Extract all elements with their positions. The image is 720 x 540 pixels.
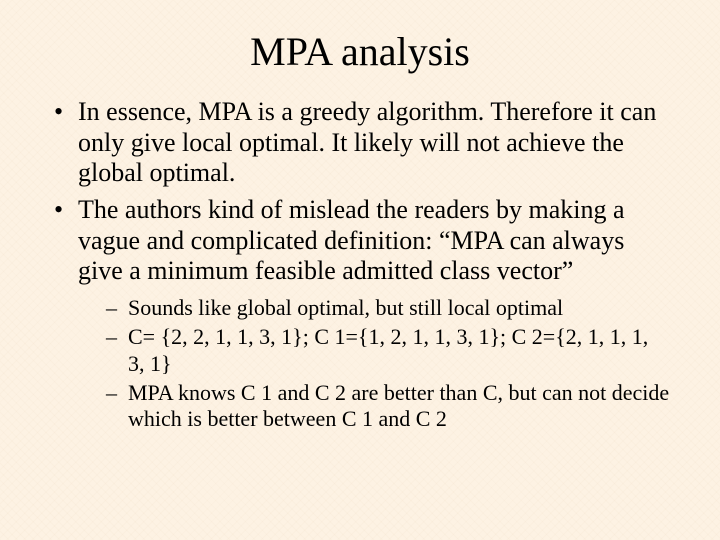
sub-bullet-item: MPA knows C 1 and C 2 are better than C,… [106,380,670,434]
sub-bullet-text: MPA knows C 1 and C 2 are better than C,… [128,380,669,432]
bullet-item: In essence, MPA is a greedy algorithm. T… [54,97,670,189]
sub-bullet-item: Sounds like global optimal, but still lo… [106,295,670,322]
slide-title: MPA analysis [44,28,676,75]
bullet-text: The authors kind of mislead the readers … [78,195,625,285]
bullet-item: The authors kind of mislead the readers … [54,195,670,433]
sub-bullet-text: C= {2, 2, 1, 1, 3, 1}; C 1={1, 2, 1, 1, … [128,324,648,376]
sub-bullet-list: Sounds like global optimal, but still lo… [78,295,670,433]
sub-bullet-item: C= {2, 2, 1, 1, 3, 1}; C 1={1, 2, 1, 1, … [106,324,670,378]
bullet-text: In essence, MPA is a greedy algorithm. T… [78,97,656,187]
sub-bullet-text: Sounds like global optimal, but still lo… [128,295,563,320]
bullet-list: In essence, MPA is a greedy algorithm. T… [44,97,676,433]
